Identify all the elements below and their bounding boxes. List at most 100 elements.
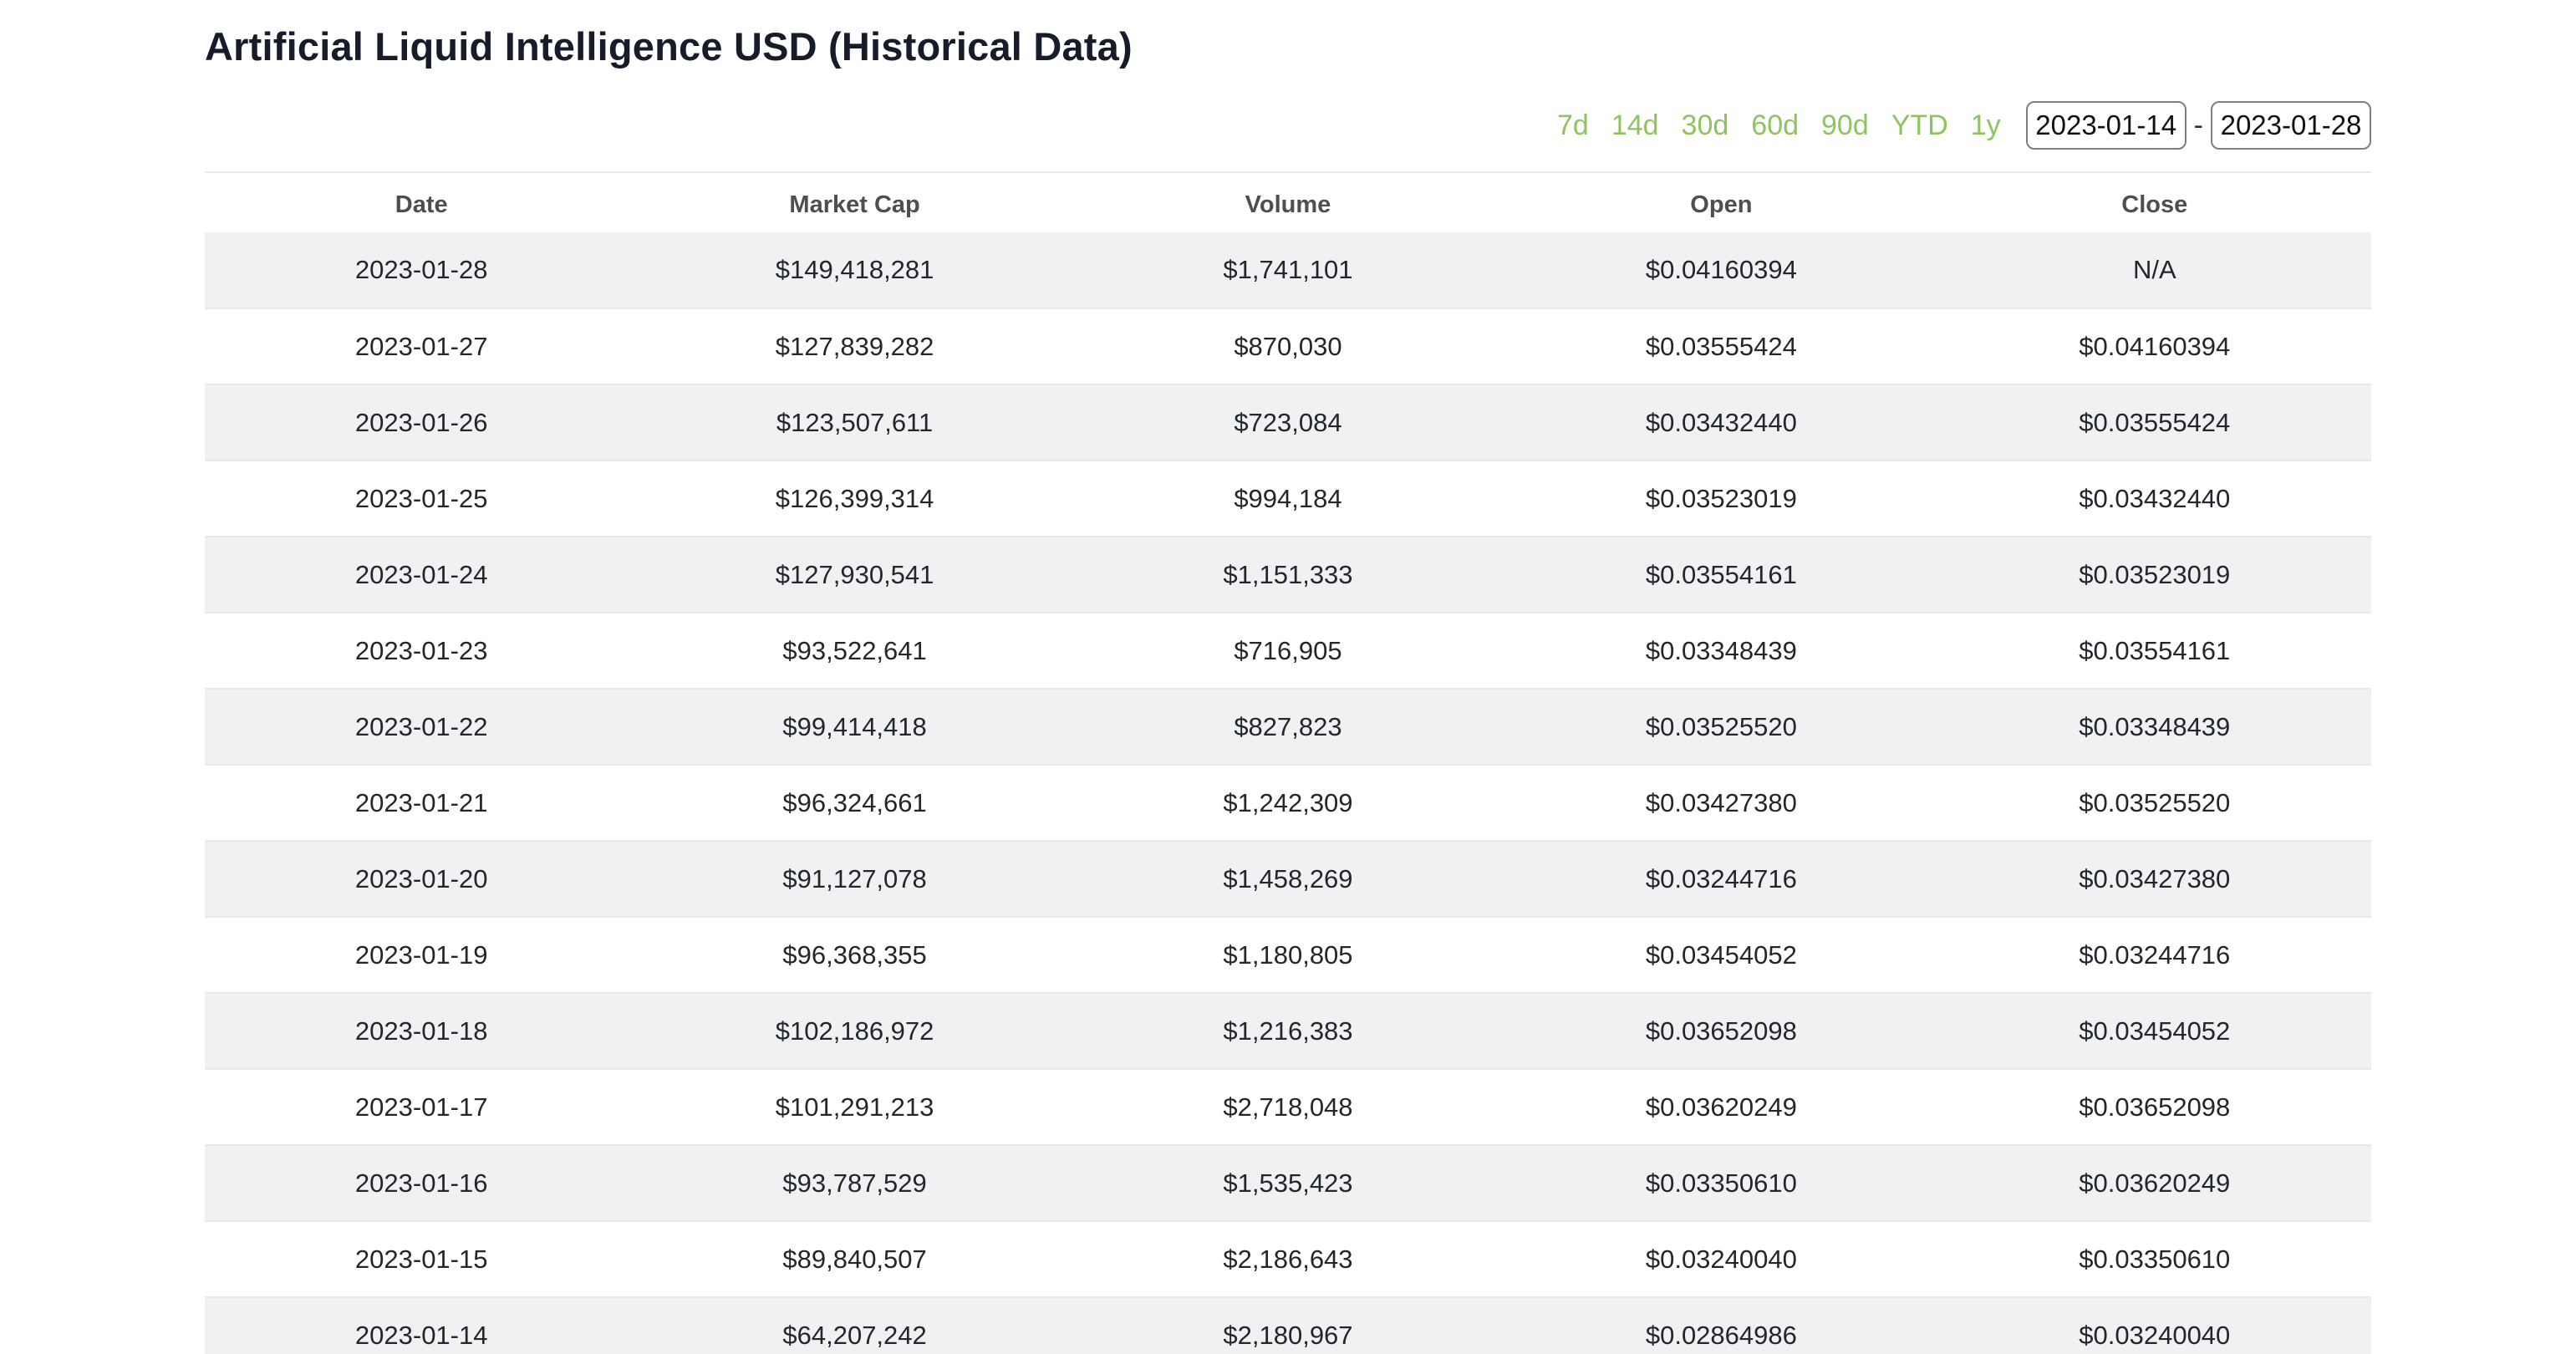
table-cell: $96,368,355 [782,939,927,970]
table-cell: $0.03652098 [1645,1016,1797,1046]
table-row: 2023-01-27 $127,839,282 $870,030 $0.0355542… [205,308,2371,384]
table-cell: 2023-01-16 [354,1168,488,1198]
table-cell: $994,184 [1234,483,1342,513]
table-cell: $0.03523019 [1645,483,1797,513]
table-cell: $1,741,101 [1223,255,1353,284]
table-cell: $1,242,309 [1223,787,1353,817]
table-cell: $1,216,383 [1223,1016,1353,1046]
table-row: 2023-01-17 $101,291,213 $2,718,048 $0.03620… [205,1069,2371,1145]
table-cell: 2023-01-18 [354,1016,488,1046]
table-cell: $0.03525520 [2079,787,2231,817]
table-cell: $1,535,423 [1223,1168,1353,1198]
table-row: 2023-01-14 $64,207,242 $2,180,967 $0.028649… [205,1297,2371,1354]
table-cell: $716,905 [1234,635,1342,665]
table-cell: $127,930,541 [775,559,934,589]
range-link-90d[interactable]: 90d [1821,109,1869,141]
date-to-input[interactable] [2211,101,2371,150]
table-cell: $0.03427380 [2079,863,2231,893]
table-cell: $0.03620249 [2079,1168,2231,1198]
column-header-date: Date [395,191,448,218]
column-header-volume: Volume [1245,191,1331,218]
table-cell: $0.03240040 [2079,1320,2231,1350]
range-links: 7d 14d 30d 60d 90d YTD 1y [1557,109,2001,142]
table-cell: $2,180,967 [1223,1320,1353,1350]
table-cell: $149,418,281 [775,255,934,284]
table-cell: $1,458,269 [1223,863,1353,893]
table-cell: $0.03523019 [2079,559,2231,589]
table-row: 2023-01-23 $93,522,641 $716,905 $0.03348439… [205,613,2371,689]
page-title: Artificial Liquid Intelligence USD (Hist… [205,24,1133,69]
table-body: 2023-01-28 $149,418,281 $1,741,101 $0.04160… [205,232,2371,1354]
column-header-market-cap: Market Cap [789,191,920,218]
table-cell: $0.03554161 [1645,559,1797,589]
table-cell: $102,186,972 [775,1016,934,1046]
table-cell: $91,127,078 [782,863,927,893]
table-cell: $126,399,314 [775,483,934,513]
table-cell: $0.03454052 [2079,1016,2231,1046]
table-cell: $0.03244716 [2079,939,2231,970]
table-cell: $0.03348439 [2079,711,2231,741]
table-cell: $127,839,282 [775,331,934,361]
table-cell: $0.03240040 [1645,1244,1797,1274]
table-row: 2023-01-26 $123,507,611 $723,084 $0.0343244… [205,384,2371,461]
table-cell: $0.03454052 [1645,939,1797,970]
table-cell: $96,324,661 [782,787,927,817]
table-cell: $0.03555424 [2079,407,2231,437]
table-cell: 2023-01-14 [354,1320,488,1350]
table-cell: $0.04160394 [1645,255,1797,284]
date-range-separator: - [2193,109,2203,141]
table-row: 2023-01-19 $96,368,355 $1,180,805 $0.034540… [205,917,2371,993]
table-cell: $0.03620249 [1645,1092,1797,1122]
table-cell: $89,840,507 [782,1244,927,1274]
table-row: 2023-01-28 $149,418,281 $1,741,101 $0.04160… [205,232,2371,308]
table-cell: $0.03350610 [1645,1168,1797,1198]
column-header-close: Close [2121,191,2188,218]
range-link-60d[interactable]: 60d [1751,109,1800,141]
table-cell: 2023-01-27 [354,331,488,361]
table-cell: $0.03525520 [1645,711,1797,741]
table-cell: 2023-01-24 [354,559,488,589]
range-link-14d[interactable]: 14d [1611,109,1659,141]
table-cell: 2023-01-25 [354,483,488,513]
range-link-1y[interactable]: 1y [1970,109,2001,141]
table-cell: $870,030 [1234,331,1342,361]
range-link-30d[interactable]: 30d [1681,109,1729,141]
table-cell: 2023-01-23 [354,635,488,665]
table-cell: $0.03244716 [1645,863,1797,893]
table-cell: $0.03652098 [2079,1092,2231,1122]
table-cell: $0.04160394 [2079,331,2231,361]
table-cell: $2,718,048 [1223,1092,1353,1122]
table-cell: $827,823 [1234,711,1342,741]
range-link-7d[interactable]: 7d [1556,109,1589,141]
table-row: 2023-01-20 $91,127,078 $1,458,269 $0.032447… [205,841,2371,917]
table-cell: 2023-01-22 [354,711,488,741]
table-cell: 2023-01-19 [354,939,488,970]
column-header-open: Open [1690,191,1753,218]
table-row: 2023-01-24 $127,930,541 $1,151,333 $0.03554… [205,537,2371,613]
table-cell: $0.02864986 [1645,1320,1797,1350]
table-cell: $0.03432440 [2079,483,2231,513]
table-row: 2023-01-15 $89,840,507 $2,186,643 $0.032400… [205,1221,2371,1297]
date-range-controls: 7d 14d 30d 60d 90d YTD 1y - [205,101,2371,150]
table-cell: $64,207,242 [782,1320,927,1350]
table-cell: $99,414,418 [782,711,927,741]
historical-data-table: Date Market Cap Volume Open Close 2023-0… [205,171,2371,1354]
table-cell: $0.03554161 [2079,635,2231,665]
table-cell: $2,186,643 [1223,1244,1353,1274]
table-cell: 2023-01-17 [354,1092,488,1122]
table-header-row: Date Market Cap Volume Open Close [205,172,2371,232]
date-from-input[interactable] [2025,101,2187,150]
table-cell: 2023-01-15 [354,1244,488,1274]
table-row: 2023-01-18 $102,186,972 $1,216,383 $0.03652… [205,993,2371,1069]
table-cell: $723,084 [1234,407,1342,437]
table-cell: $0.03348439 [1645,635,1797,665]
range-link-ytd[interactable]: YTD [1891,109,1948,141]
table-cell: $0.03555424 [1645,331,1797,361]
table-cell: N/A [2132,255,2176,284]
table-cell: $0.03427380 [1645,787,1797,817]
table-cell: 2023-01-20 [354,863,488,893]
table-cell: $0.03432440 [1645,407,1797,437]
table-cell: $93,787,529 [782,1168,927,1198]
table-row: 2023-01-22 $99,414,418 $827,823 $0.03525520… [205,689,2371,765]
table-cell: $1,180,805 [1223,939,1353,970]
